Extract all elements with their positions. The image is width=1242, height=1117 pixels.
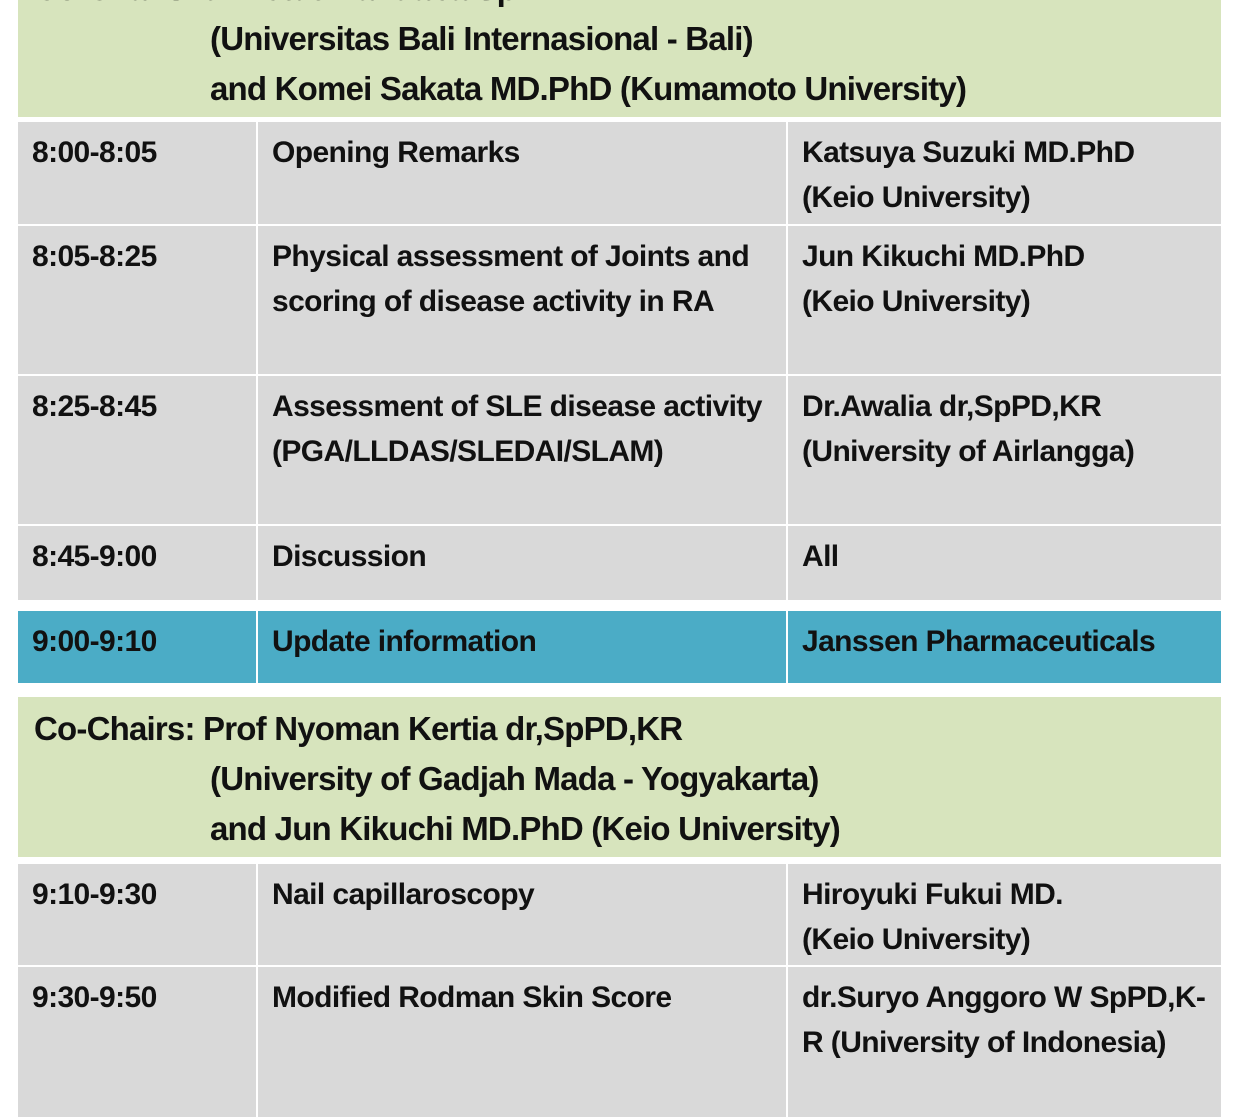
- title-cell: Modified Rodman Skin Score: [258, 967, 788, 1117]
- speaker-cell: All: [802, 540, 839, 573]
- time-cell: 9:10-9:30: [18, 864, 258, 965]
- chairs-line: and Jun Kikuchi MD.PhD (Keio University): [210, 810, 841, 847]
- table-row: 8:05-8:25 Physical assessment of Joints …: [18, 226, 1221, 374]
- title-cell: Discussion: [258, 526, 788, 600]
- speaker-cell: Hiroyuki Fukui MD. (Keio University): [802, 878, 1063, 956]
- chairs-line: and Komei Sakata MD.PhD (Kumamoto Univer…: [210, 70, 967, 107]
- table-row: 8:00-8:05 Opening Remarks Katsuya Suzuki…: [18, 122, 1221, 224]
- session-2-chairs: Co-Chairs: Prof Nyoman Kertia dr,SpPD,KR…: [18, 697, 1221, 857]
- table-row: 8:25-8:45 Assessment of SLE disease acti…: [18, 376, 1221, 524]
- speaker-cell: dr.Suryo Anggoro W SpPD,K-R (University …: [802, 981, 1206, 1059]
- time-cell: 9:30-9:50: [18, 967, 258, 1117]
- title-cell: Update information: [258, 611, 788, 683]
- chairs-line: (Universitas Bali Internasional - Bali): [210, 20, 754, 57]
- title-cell: Opening Remarks: [258, 122, 788, 224]
- session-1-chairs: Co-Chairs: dr.Ketut Mandaba SpPD-KR (Uni…: [18, 0, 1221, 117]
- chairs-line: Co-Chairs: dr.Ketut Mandaba SpPD-KR: [34, 0, 1221, 14]
- time-cell: 8:25-8:45: [18, 376, 258, 524]
- speaker-cell: Janssen Pharmaceuticals: [802, 625, 1156, 658]
- table-row: 8:45-9:00 Discussion All: [18, 526, 1221, 600]
- speaker-cell: Jun Kikuchi MD.PhD (Keio University): [802, 240, 1085, 318]
- speaker-cell: Katsuya Suzuki MD.PhD (Keio University): [802, 136, 1135, 214]
- chairs-line: (University of Gadjah Mada - Yogyakarta): [210, 760, 819, 797]
- time-cell: 8:45-9:00: [18, 526, 258, 600]
- table-row: 9:30-9:50 Modified Rodman Skin Score dr.…: [18, 967, 1221, 1117]
- title-cell: Nail capillaroscopy: [258, 864, 788, 965]
- sponsor-row: 9:00-9:10 Update information Janssen Pha…: [18, 611, 1221, 683]
- chairs-line: Co-Chairs: Prof Nyoman Kertia dr,SpPD,KR: [34, 710, 683, 747]
- time-cell: 8:00-8:05: [18, 122, 258, 224]
- speaker-cell: Dr.Awalia dr,SpPD,KR (University of Airl…: [802, 390, 1135, 468]
- time-cell: 9:00-9:10: [18, 611, 258, 683]
- table-row: 9:10-9:30 Nail capillaroscopy Hiroyuki F…: [18, 864, 1221, 965]
- title-cell: Assessment of SLE disease activity (PGA/…: [258, 376, 788, 524]
- title-cell: Physical assessment of Joints and scorin…: [258, 226, 788, 374]
- time-cell: 8:05-8:25: [18, 226, 258, 374]
